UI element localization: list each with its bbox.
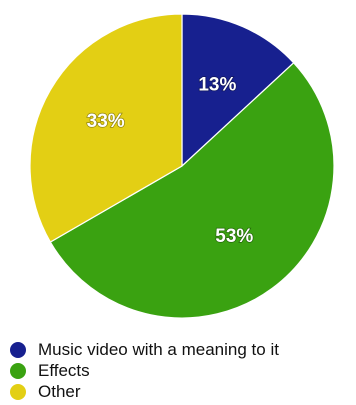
legend-label-music-video: Music video with a meaning to it [38,339,279,359]
legend-item-effects: Effects [10,360,350,381]
legend-swatch-effects [10,362,26,379]
slice-label-effects: 53% [215,226,253,247]
legend-item-other: Other [10,381,350,402]
legend-label-other: Other [38,381,81,401]
pie-slice-effects [49,62,335,319]
legend-label-effects: Effects [38,360,90,380]
legend-item-music-video: Music video with a meaning to it [10,339,350,360]
pie-slice-music-video [181,13,295,168]
chart-legend: Music video with a meaning to it Effects… [10,339,350,402]
pie-slice-other [29,13,183,243]
pie-chart-plot: 13% 53% 33% [29,13,335,319]
slice-label-other: 33% [87,111,125,132]
legend-swatch-other [10,383,26,400]
legend-swatch-music-video [10,341,26,358]
slice-label-music-video: 13% [198,74,236,95]
